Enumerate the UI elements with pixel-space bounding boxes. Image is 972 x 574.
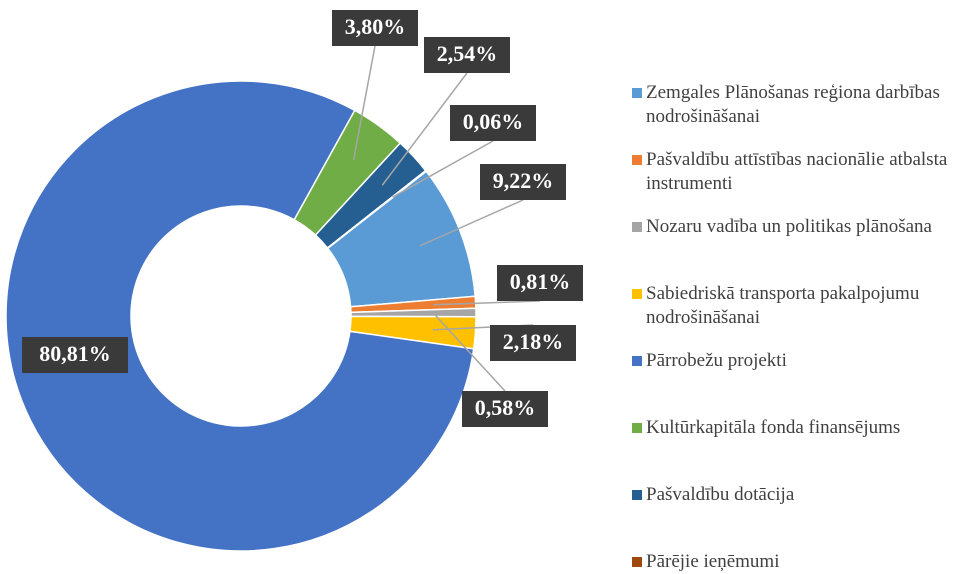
page: {"chart_data": {"type": "donut", "catego… — [5, 10, 972, 572]
data-label: 3,80% — [345, 14, 406, 39]
legend-label: Kultūrkapitāla fonda finansējums — [646, 417, 901, 438]
legend-item: Pašvaldību attīstības nacionālie atbalst… — [632, 148, 972, 196]
legend-swatch — [632, 222, 642, 232]
data-label: 0,81% — [510, 269, 571, 294]
data-label: 0,06% — [463, 109, 524, 134]
leader-line — [419, 199, 524, 247]
legend-swatch — [632, 155, 642, 165]
label-box — [490, 325, 576, 361]
legend-label: Sabiedriskā transporta pakalpojumu nodro… — [646, 283, 920, 328]
legend-label: Pārrobežu projekti — [646, 350, 787, 371]
data-label: 2,54% — [437, 41, 498, 66]
label-box — [480, 164, 566, 200]
legend-item: Sabiedriskā transporta pakalpojumu nodro… — [632, 282, 972, 330]
legend-item: Pašvaldību dotācija — [632, 483, 972, 507]
label-box — [424, 37, 510, 73]
leader-line — [392, 140, 494, 198]
leader-line — [432, 312, 506, 392]
legend-item: Kultūrkapitāla fonda finansējums — [632, 416, 972, 440]
legend-swatch — [632, 356, 642, 366]
legend-item: Pārējie ieņēmumi — [632, 550, 972, 574]
data-label: 2,18% — [503, 329, 564, 354]
legend-label: Nozaru vadība un politikas plānošana — [646, 216, 932, 237]
legend-item: Pārrobežu projekti — [632, 349, 972, 373]
chart: 9,22% 0,81% 0,58% 2,18% 80,81% 3,80% 2,54% 0,06… — [5, 10, 583, 552]
label-box — [462, 391, 548, 427]
donut-slice — [326, 169, 428, 250]
donut-slice — [5, 80, 475, 552]
legend-swatch — [632, 490, 642, 500]
legend-label: Pārējie ieņēmumi — [646, 551, 780, 572]
legend-label: Zemgales Plānošanas reģiona darbības nod… — [646, 82, 940, 127]
label-box — [450, 105, 536, 141]
legend-item: Zemgales Plānošanas reģiona darbības nod… — [632, 81, 972, 129]
data-label: 0,58% — [475, 395, 536, 420]
legend-swatch — [632, 289, 642, 299]
leader-line — [352, 45, 376, 161]
leader-line — [433, 300, 541, 306]
leader-line — [381, 72, 468, 186]
legend-swatch — [632, 88, 642, 98]
legend-label: Pašvaldību dotācija — [646, 484, 795, 505]
label-box — [332, 10, 418, 46]
data-label: 80,81% — [39, 341, 111, 366]
legend-label: Pašvaldību attīstības nacionālie atbalst… — [646, 149, 948, 194]
legend-swatch — [632, 423, 642, 433]
legend-swatch — [632, 557, 642, 567]
label-box — [22, 337, 128, 373]
data-label: 9,22% — [493, 168, 554, 193]
legend-item: Nozaru vadība un politikas plānošana — [632, 215, 972, 239]
label-box — [497, 265, 583, 301]
